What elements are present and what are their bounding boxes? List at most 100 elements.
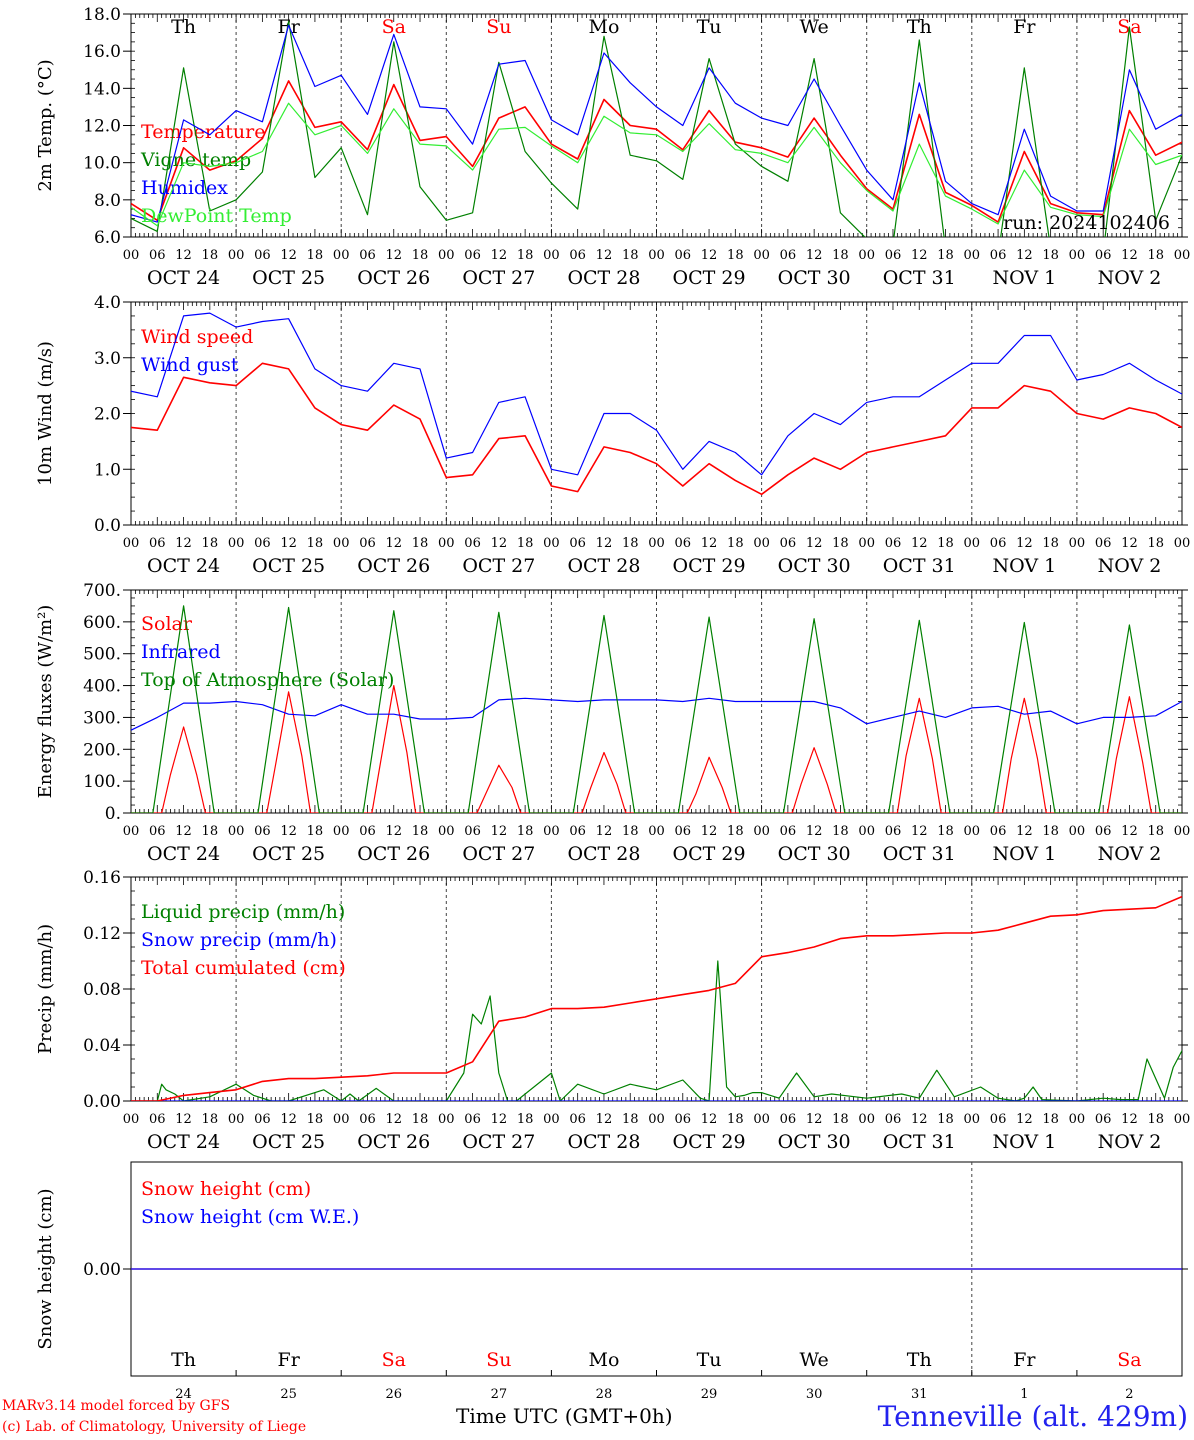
hour-label: 12 [911, 536, 928, 551]
hour-label: 12 [1121, 824, 1138, 839]
hour-label: 18 [937, 824, 954, 839]
panel-4: 0.00 0.04 0.08 0.12 0.16 Precip (mm/h) 00 06 12 1… [35, 868, 1190, 1153]
hour-label: 00 [648, 824, 665, 839]
legend-entry: Wind gust [141, 354, 239, 376]
hour-label: 12 [806, 536, 823, 551]
legend-entry: Infrared [141, 641, 221, 663]
hour-label: 18 [832, 536, 849, 551]
y-axis-label: Precip (mm/h) [35, 924, 56, 1054]
hour-label: 18 [202, 248, 219, 263]
legend-entry: Snow precip (mm/h) [141, 929, 337, 951]
y-tick-label: 500. [83, 645, 121, 665]
hour-label: 06 [990, 1112, 1007, 1127]
y-tick-label: 0. [105, 804, 121, 824]
hour-label: 06 [780, 248, 797, 263]
hour-label: 00 [228, 1112, 245, 1127]
hour-label: 18 [412, 536, 429, 551]
weekday-label: Su [486, 1349, 511, 1371]
hour-label: 12 [280, 824, 297, 839]
hour-label: 06 [569, 248, 586, 263]
hour-label: 00 [228, 536, 245, 551]
date-label: OCT 26 [357, 1131, 430, 1153]
weekday-label: Fr [278, 1349, 301, 1371]
hour-label: 06 [885, 248, 902, 263]
hour-label: 12 [701, 824, 718, 839]
y-tick-label: 18.0 [83, 5, 121, 25]
hour-label: 18 [1042, 824, 1059, 839]
hour-label: 06 [569, 1112, 586, 1127]
hour-label: 18 [412, 824, 429, 839]
y-tick-label: 0.0 [94, 516, 121, 536]
hour-label: 12 [596, 536, 613, 551]
day-number-label: 29 [701, 1387, 718, 1402]
hour-label: 18 [517, 1112, 534, 1127]
hour-label: 00 [123, 248, 140, 263]
hour-label: 06 [990, 536, 1007, 551]
date-label: OCT 24 [147, 267, 220, 289]
hour-label: 00 [858, 824, 875, 839]
hour-label: 12 [1016, 1112, 1033, 1127]
time-axis-label: Time UTC (GMT+0h) [456, 1404, 673, 1428]
hour-label: 00 [1069, 824, 1086, 839]
date-label: OCT 31 [883, 555, 956, 577]
y-tick-label: 12.0 [83, 117, 121, 137]
hour-label: 12 [385, 248, 402, 263]
day-number-label: 27 [491, 1387, 508, 1402]
panel-2: 0.0 1.0 2.0 3.0 4.0 10m Wind (m/s) 00 06 12 18 00 0… [35, 293, 1190, 577]
hour-label: 06 [780, 824, 797, 839]
date-label: OCT 31 [883, 1131, 956, 1153]
hour-label: 18 [832, 1112, 849, 1127]
hour-label: 00 [438, 248, 455, 263]
hour-label: 18 [517, 248, 534, 263]
y-tick-label: 8.0 [94, 191, 121, 211]
hour-label: 18 [622, 536, 639, 551]
hour-label: 18 [202, 536, 219, 551]
hour-label: 18 [1147, 1112, 1164, 1127]
panel-5: 0.00 Snow height (cm) Th Fr Sa Su Mo Tu We Th Fr Sa… [35, 1161, 1188, 1402]
hour-label: 06 [1095, 248, 1112, 263]
weekday-label: We [800, 1349, 829, 1371]
y-tick-label: 700. [83, 581, 121, 601]
hour-label: 06 [254, 536, 271, 551]
hour-label: 06 [254, 248, 271, 263]
hour-label: 06 [464, 1112, 481, 1127]
y-tick-label: 3.0 [94, 349, 121, 369]
legend-entry: DewPoint Temp [141, 205, 292, 227]
hour-label: 12 [1121, 1112, 1138, 1127]
y-axis-label: Energy fluxes (W/m²) [35, 605, 56, 799]
date-label: OCT 24 [147, 843, 220, 865]
hour-label: 12 [1121, 248, 1138, 263]
hour-label: 18 [937, 248, 954, 263]
hour-label: 18 [622, 248, 639, 263]
hour-label: 00 [333, 1112, 350, 1127]
hour-label: 18 [412, 248, 429, 263]
hour-label: 06 [780, 536, 797, 551]
hour-label: 00 [1174, 1112, 1191, 1127]
date-label: OCT 25 [252, 555, 325, 577]
date-label: NOV 2 [1098, 843, 1162, 865]
hour-label: 00 [964, 824, 981, 839]
credit-lab: (c) Lab. of Climatology, University of L… [2, 1419, 307, 1435]
hour-label: 12 [175, 1112, 192, 1127]
hour-label: 06 [675, 248, 692, 263]
y-tick-label: 16.0 [83, 42, 121, 62]
date-label: OCT 28 [567, 1131, 640, 1153]
hour-label: 12 [175, 824, 192, 839]
hour-label: 06 [254, 824, 271, 839]
hour-label: 06 [254, 1112, 271, 1127]
hour-label: 18 [622, 1112, 639, 1127]
hour-label: 00 [438, 1112, 455, 1127]
date-label: OCT 25 [252, 843, 325, 865]
series-line-1 [131, 684, 1182, 813]
date-label: OCT 24 [147, 555, 220, 577]
date-label: OCT 28 [567, 267, 640, 289]
y-tick-label: 6.0 [94, 228, 121, 248]
y-tick-label: 2.0 [94, 405, 121, 425]
hour-label: 18 [517, 824, 534, 839]
date-label: NOV 1 [992, 267, 1056, 289]
hour-label: 18 [307, 248, 324, 263]
hour-label: 06 [780, 1112, 797, 1127]
y-tick-label: 0.00 [83, 1260, 121, 1280]
hour-label: 00 [753, 824, 770, 839]
